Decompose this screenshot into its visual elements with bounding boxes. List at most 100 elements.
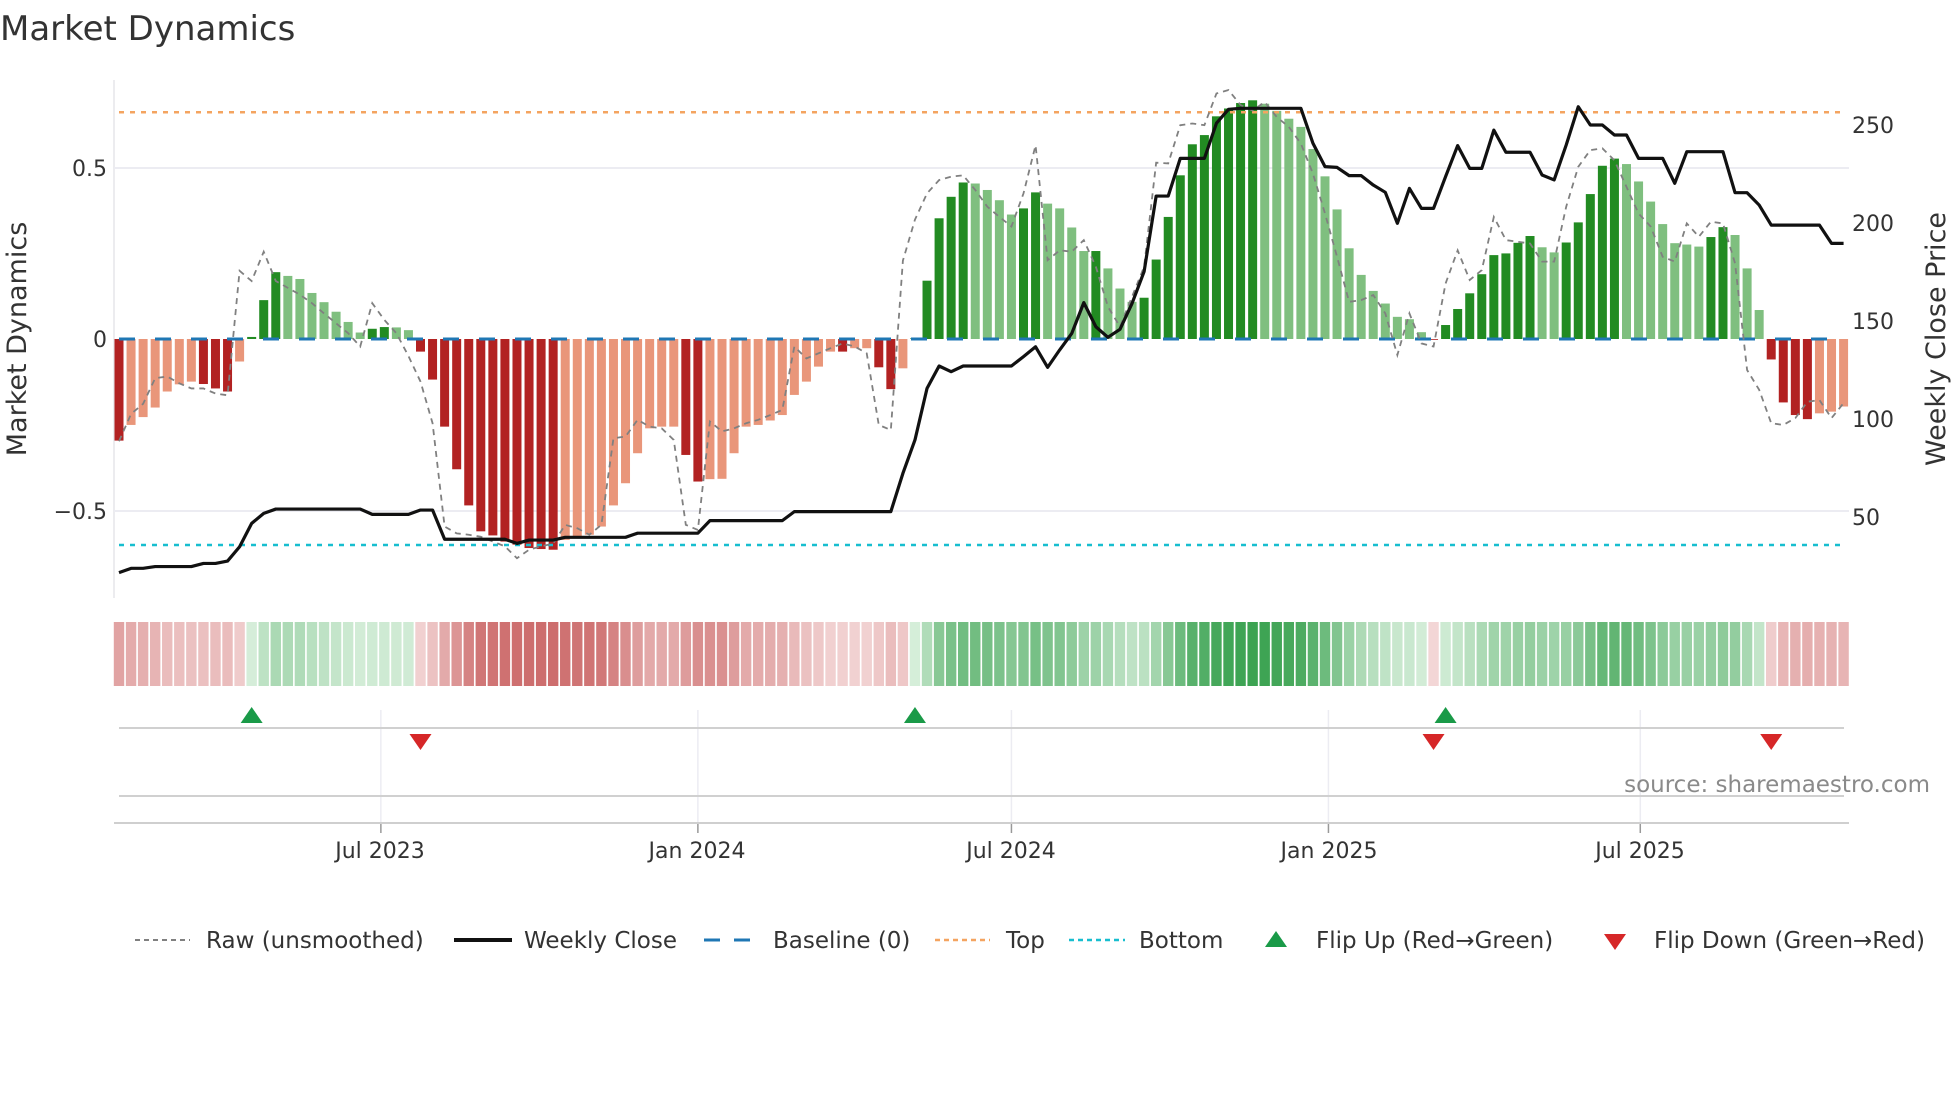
flip-down-marker xyxy=(1422,734,1445,750)
heat-strip-cell xyxy=(873,622,884,686)
momentum-bar xyxy=(319,302,329,339)
momentum-bar xyxy=(476,339,486,532)
y-tick-label: 0 xyxy=(93,328,107,353)
heat-strip-cell xyxy=(1355,622,1367,686)
momentum-bar xyxy=(1561,242,1571,339)
heat-strip-cell xyxy=(1271,622,1282,686)
legend-item-raw[interactable]: Raw (unsmoothed) xyxy=(135,928,424,954)
heat-strip-cell xyxy=(1741,622,1753,686)
heat-strip-cell xyxy=(1295,622,1307,686)
heat-strip-cell xyxy=(909,622,921,686)
momentum-bar xyxy=(801,339,811,382)
heat-strip-cell xyxy=(897,622,909,686)
momentum-bar xyxy=(1272,110,1282,339)
heat-strip-cell xyxy=(294,622,306,686)
momentum-bar xyxy=(1199,135,1209,339)
legend-item-bottom[interactable]: Bottom xyxy=(1069,928,1223,954)
legend-item-flip-up[interactable]: Flip Up (Red→Green) xyxy=(1265,928,1553,954)
momentum-bar xyxy=(1055,208,1065,339)
momentum-bar xyxy=(898,339,908,369)
heat-strip-cell xyxy=(1512,622,1524,686)
y-tick-label: −0.5 xyxy=(54,500,107,525)
y2-axis-label: Weekly Close Price xyxy=(1921,212,1952,466)
momentum-bar xyxy=(1634,181,1644,339)
heat-strip-cell xyxy=(1452,622,1463,686)
heat-strip-cell xyxy=(958,622,969,686)
heat-strip-cell xyxy=(523,622,535,686)
heat-strip-cell xyxy=(306,622,318,686)
heat-strip-cell xyxy=(1150,622,1162,686)
legend-item-top[interactable]: Top xyxy=(935,928,1045,954)
x-tick-label: Jul 2023 xyxy=(333,839,425,864)
momentum-bar xyxy=(1670,243,1680,339)
heat-strip-cell xyxy=(1814,622,1825,686)
heat-strip-cell xyxy=(391,622,402,686)
momentum-bar xyxy=(174,339,184,385)
momentum-bar xyxy=(1236,103,1246,339)
heat-strip-cell xyxy=(1621,622,1632,686)
heat-strip-cell xyxy=(1090,622,1102,686)
heat-strip-cell xyxy=(1464,622,1475,686)
momentum-bar xyxy=(1151,259,1161,339)
y-tick-label: 0.5 xyxy=(72,157,107,182)
heat-strip-cell xyxy=(511,622,523,686)
heat-strip-cell xyxy=(740,622,752,686)
momentum-bar xyxy=(295,278,305,339)
momentum-bar xyxy=(838,339,848,352)
heat-strip-cell xyxy=(547,622,559,686)
momentum-bar xyxy=(922,280,932,339)
momentum-bar xyxy=(379,327,389,339)
momentum-bar xyxy=(1260,103,1270,340)
momentum-bar xyxy=(1404,319,1414,339)
heat-strip-cell xyxy=(162,622,173,686)
heat-strip-cell xyxy=(885,622,897,686)
momentum-bar xyxy=(946,196,956,339)
momentum-bar xyxy=(789,339,799,395)
momentum-bar xyxy=(572,339,582,537)
momentum-bar xyxy=(524,339,534,549)
momentum-bar xyxy=(1163,216,1173,339)
momentum-bar xyxy=(500,339,510,542)
momentum-bar xyxy=(1730,234,1740,339)
heat-strip-cell xyxy=(1645,622,1656,686)
momentum-bar xyxy=(1187,144,1197,339)
flip-markers xyxy=(240,707,1783,750)
heat-strip-cell xyxy=(1018,622,1029,686)
heat-strip-cell xyxy=(1753,622,1765,686)
heat-strip-cell xyxy=(1476,622,1487,686)
momentum-bar xyxy=(1465,293,1475,339)
heat-strip-cell xyxy=(716,622,728,686)
x-tick-label: Jul 2024 xyxy=(964,839,1056,864)
momentum-bar xyxy=(548,339,558,550)
momentum-bar xyxy=(1525,236,1535,339)
heat-strip-cell xyxy=(668,622,679,686)
heat-strip-cell xyxy=(765,622,776,686)
momentum-bar xyxy=(970,183,980,339)
heat-strip-cell xyxy=(113,622,125,686)
momentum-bar xyxy=(1718,227,1728,339)
legend-item-close[interactable]: Weekly Close xyxy=(454,928,677,954)
heat-strip-cell xyxy=(1054,622,1065,686)
momentum-bar xyxy=(1537,247,1547,339)
legend-item-baseline[interactable]: Baseline (0) xyxy=(704,928,910,954)
heat-strip-cell xyxy=(1235,622,1246,686)
momentum-bar xyxy=(343,321,353,339)
heat-strip-cell xyxy=(1705,622,1717,686)
heat-strip-cell xyxy=(692,622,704,686)
momentum-bar xyxy=(1139,297,1149,339)
momentum-bar xyxy=(886,339,896,390)
momentum-bar xyxy=(1043,203,1053,339)
momentum-bar xyxy=(1224,108,1234,339)
heat-strip-cell xyxy=(1488,622,1500,686)
heat-strip-cell xyxy=(174,622,185,686)
momentum-bar xyxy=(1380,303,1390,339)
flip-down-marker xyxy=(1760,734,1783,750)
heat-strip-cell xyxy=(258,622,269,686)
triangle-up-icon xyxy=(1265,931,1287,947)
heat-strip-cell xyxy=(1561,622,1572,686)
heat-strip-cell xyxy=(403,622,414,686)
legend-baseline-label: Baseline (0) xyxy=(773,928,910,954)
legend-item-flip-down[interactable]: Flip Down (Green→Red) xyxy=(1604,928,1925,954)
momentum-bar xyxy=(1416,332,1426,339)
momentum-bar xyxy=(283,275,293,339)
